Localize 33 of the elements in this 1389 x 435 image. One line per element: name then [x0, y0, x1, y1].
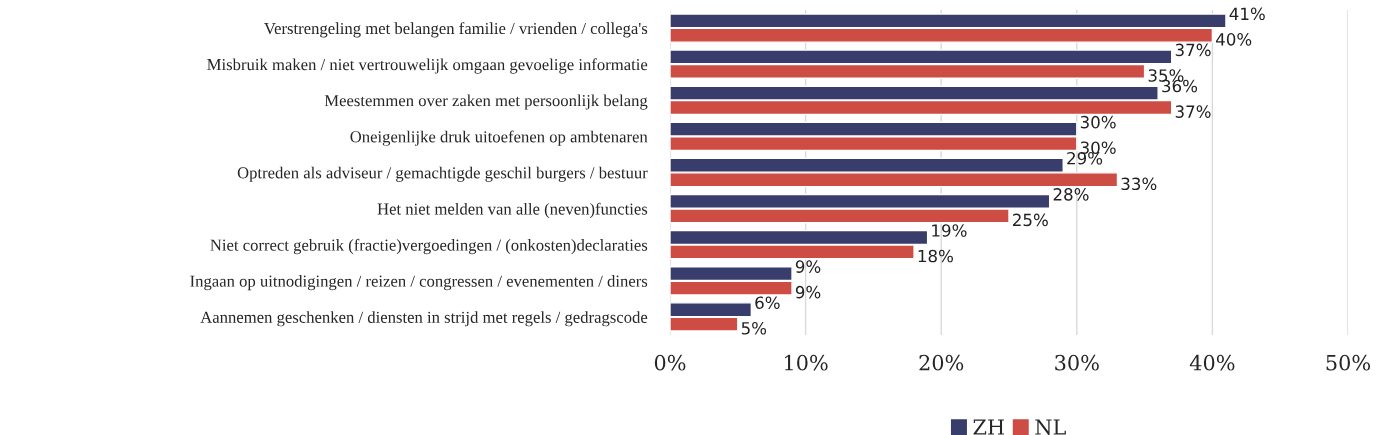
y-tick-label: Ingaan op uitnodigingen / reizen / congressen / evenementen / diners — [190, 275, 648, 291]
data-label: 6% — [755, 296, 780, 309]
y-tick-label: Misbruik maken / niet vertrouwelijk omgaan gevoelige informatie — [207, 58, 648, 74]
data-label: 9% — [795, 260, 821, 273]
x-tick-label: 20% — [919, 354, 964, 371]
data-label: 19% — [932, 224, 967, 237]
x-tick-label: 10% — [784, 354, 828, 371]
y-tick-label: Het niet melden van alle (neven)functies — [377, 202, 648, 219]
y-tick-label: Meestemmen over zaken met persoonlijk belang — [324, 94, 648, 110]
x-tick-label: 40% — [1189, 354, 1235, 371]
x-tick-label: 50% — [1326, 354, 1370, 371]
x-tick-label: 30% — [1055, 354, 1099, 371]
legend-label: ZH — [973, 419, 1004, 435]
data-label: 25% — [1013, 213, 1048, 227]
data-label: 37% — [1175, 105, 1211, 118]
data-label: 30% — [1080, 141, 1116, 154]
data-label: 37% — [1175, 43, 1211, 57]
y-tick-label: Niet correct gebruik (fractie)vergoedingen / (onkosten)declaraties — [210, 238, 648, 255]
data-label: 40% — [1215, 33, 1252, 46]
data-label: 41% — [1229, 7, 1265, 21]
y-tick-label: Optreden als adviseur / gemachtigde geschil burgers / bestuur — [237, 166, 648, 182]
legend-label: NL — [1035, 419, 1066, 435]
y-tick-label: Oneigenlijke druk uitoefenen op ambtenaren — [350, 130, 648, 146]
data-label: 5% — [741, 321, 767, 335]
data-label: 33% — [1121, 177, 1157, 191]
y-tick-label: Verstrengeling met belangen familie / vrienden / collega's — [264, 22, 648, 38]
y-tick-label: Aannemen geschenken / diensten in strijd met regels / gedragscode — [200, 311, 648, 327]
data-label: 9% — [795, 285, 821, 299]
data-label: 28% — [1053, 188, 1089, 201]
data-label: 18% — [918, 249, 953, 263]
x-tick-label: 0% — [654, 354, 686, 371]
data-label: 29% — [1067, 151, 1103, 165]
data-label: 30% — [1080, 115, 1116, 129]
